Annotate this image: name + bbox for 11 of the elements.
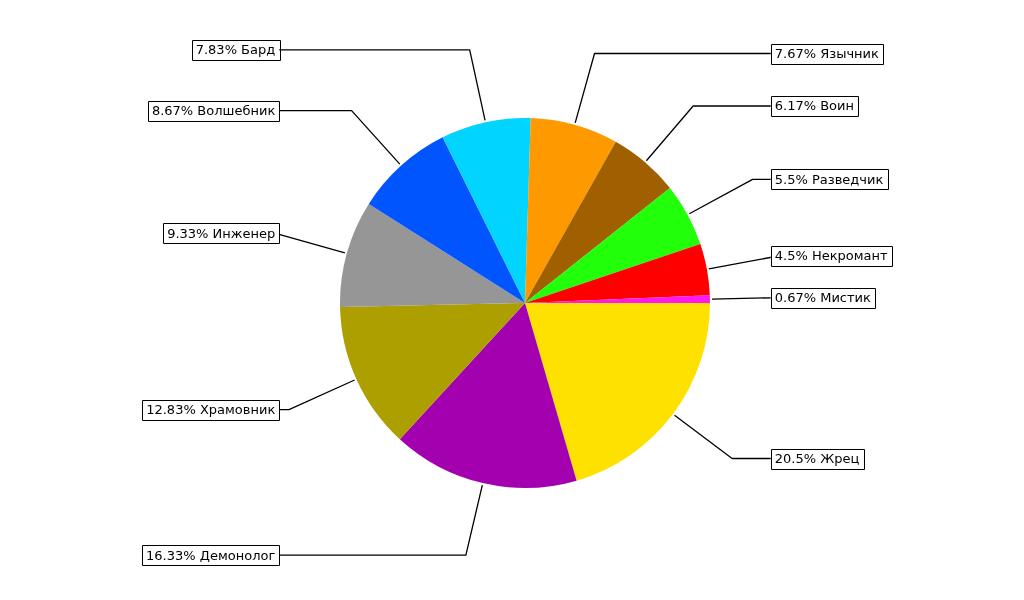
slice-label: 20.5% Жрец	[774, 450, 860, 466]
slice-label: 12.83% Храмовник	[146, 402, 276, 418]
slice-label: 7.83% Бард	[195, 42, 276, 58]
slice-label: 9.33% Инженер	[167, 225, 276, 241]
slice-label: 8.67% Волшебник	[151, 102, 276, 118]
slice-label: 7.67% Язычник	[774, 45, 880, 61]
slice-label: 0.67% Мистик	[774, 289, 872, 305]
slice-label: 16.33% Демонолог	[146, 547, 276, 563]
slice-label: 5.5% Разведчик	[774, 171, 884, 187]
slice-label: 6.17% Воин	[774, 98, 855, 114]
slice-label: 4.5% Некромант	[774, 248, 889, 264]
